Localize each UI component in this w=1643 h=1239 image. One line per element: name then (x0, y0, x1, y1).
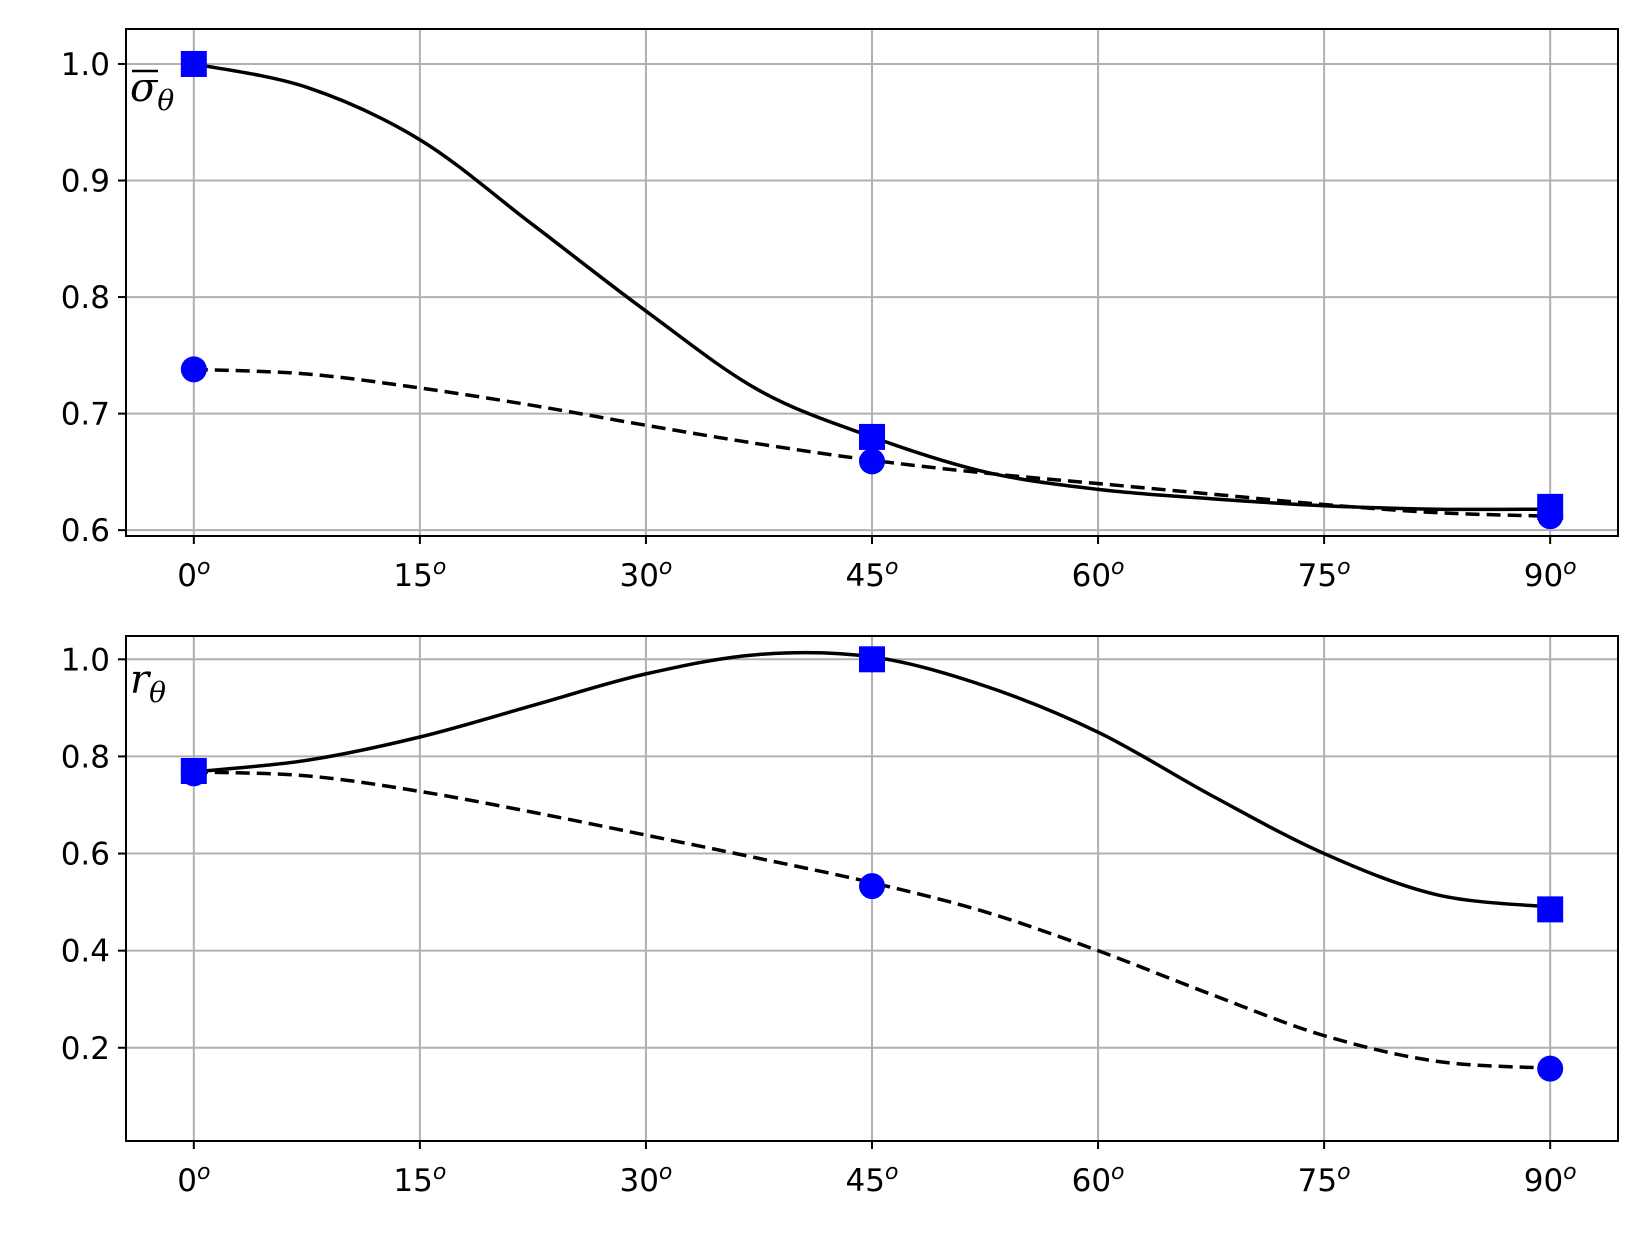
marker-square (1537, 896, 1564, 923)
marker-square (859, 423, 885, 450)
marker-circle (180, 760, 207, 787)
x-tick-label: 0o (177, 555, 210, 594)
x-tick-label: 15o (393, 555, 446, 594)
x-tick-label: 60o (1072, 555, 1125, 594)
panel-label: σθ (130, 65, 174, 117)
marker-circle (180, 356, 207, 383)
x-tick-label: 75o (1298, 1160, 1351, 1199)
y-tick-label: 0.6 (61, 513, 110, 549)
panel-r-theta: 0o 15o 30o 45o 60o 75o 90o 0.2 0.4 0.6 0.8 1.0 rθ (61, 635, 1619, 1199)
y-tick-label: 0.8 (61, 280, 110, 316)
y-tick-label: 1.0 (61, 642, 110, 678)
panel-label: rθ (130, 657, 166, 709)
marker-circle (859, 873, 885, 900)
series-line-dashed (193, 770, 1551, 1070)
x-tick-label: 75o (1298, 555, 1351, 594)
panel-sigma-theta: 0o 15o 30o 45o 60o 75o 90o 0.6 0.7 0.8 0.9 1.0 σθ (61, 28, 1619, 594)
x-tick-label: 30o (619, 1160, 672, 1199)
x-tick-label: 45o (846, 1160, 899, 1199)
marker-square (859, 646, 885, 673)
x-tick-label: 90o (1524, 555, 1577, 594)
x-tick-label: 15o (393, 1160, 446, 1199)
marker-circle (1537, 503, 1564, 530)
marker-circle (1537, 1055, 1564, 1082)
y-tick-label: 0.2 (61, 1031, 110, 1067)
x-tick-label: 90o (1524, 1160, 1577, 1199)
y-tick-label: 0.6 (61, 837, 110, 873)
marker-square (180, 50, 207, 77)
y-tick-label: 0.4 (61, 934, 110, 970)
x-tick-label: 60o (1072, 1160, 1125, 1199)
x-tick-label: 30o (619, 555, 672, 594)
y-tick-label: 0.7 (61, 397, 110, 433)
x-tick-label: 45o (846, 555, 899, 594)
y-tick-label: 0.9 (61, 164, 110, 200)
x-tick-label: 0o (177, 1160, 210, 1199)
grid (126, 29, 1618, 536)
y-tick-label: 1.0 (61, 47, 110, 83)
marker-circle (859, 448, 885, 475)
y-tick-label: 0.8 (61, 739, 110, 775)
